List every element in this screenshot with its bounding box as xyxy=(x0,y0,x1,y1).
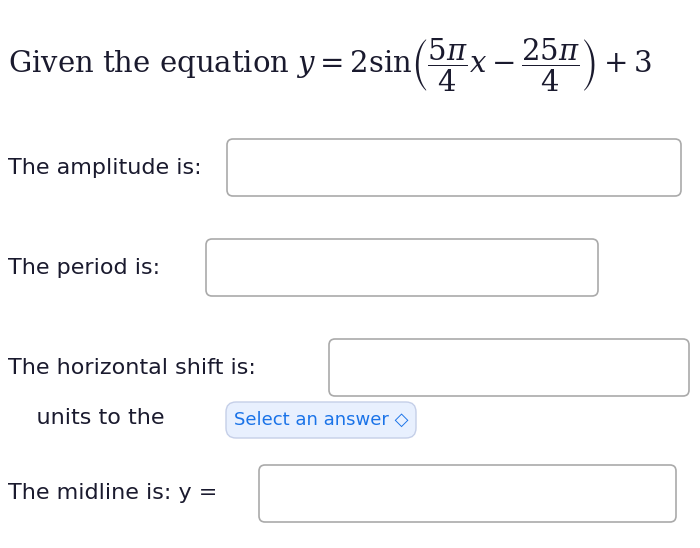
Text: Select an answer ◇: Select an answer ◇ xyxy=(234,411,408,429)
FancyBboxPatch shape xyxy=(259,465,676,522)
FancyBboxPatch shape xyxy=(329,339,689,396)
Text: The period is:: The period is: xyxy=(8,258,160,278)
FancyBboxPatch shape xyxy=(206,239,598,296)
FancyBboxPatch shape xyxy=(227,139,681,196)
Text: Given the equation $y = 2\sin\!\left(\dfrac{5\pi}{4}x - \dfrac{25\pi}{4}\right) : Given the equation $y = 2\sin\!\left(\df… xyxy=(8,37,652,94)
FancyBboxPatch shape xyxy=(226,402,416,438)
Text: units to the: units to the xyxy=(8,408,164,428)
Text: The midline is: y =: The midline is: y = xyxy=(8,483,218,503)
Text: The horizontal shift is:: The horizontal shift is: xyxy=(8,358,256,378)
Text: The amplitude is:: The amplitude is: xyxy=(8,158,202,178)
